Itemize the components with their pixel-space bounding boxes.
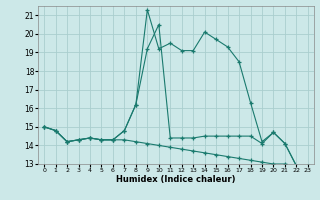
X-axis label: Humidex (Indice chaleur): Humidex (Indice chaleur) [116, 175, 236, 184]
